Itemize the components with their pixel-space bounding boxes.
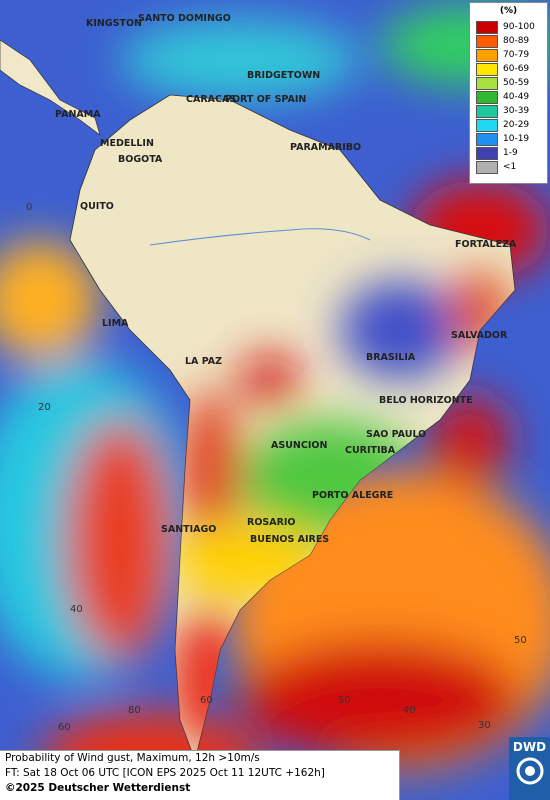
grid-label: 50 <box>514 635 527 646</box>
legend-swatch <box>476 34 498 48</box>
logo-dot <box>524 766 535 776</box>
city-label: BELO HORIZONTE <box>379 395 473 406</box>
legend-swatch <box>476 90 498 104</box>
city-label: SAO PAULO <box>366 429 426 440</box>
legend-item: 20-29 <box>476 118 547 132</box>
probability-field <box>0 5 550 800</box>
city-label: PORTO ALEGRE <box>312 490 393 501</box>
city-label: SANTO DOMINGO <box>138 13 231 24</box>
legend-swatch <box>476 132 498 146</box>
legend: (%) 90-100 80-89 70-79 60-69 50-59 40-49 30-39… <box>469 2 548 184</box>
logo-icon <box>516 757 543 785</box>
city-label: SALVADOR <box>451 330 508 341</box>
city-label: CARACAS <box>186 94 236 105</box>
grid-label: 60 <box>58 722 71 733</box>
legend-item: 40-49 <box>476 90 547 104</box>
legend-item: 30-39 <box>476 104 547 118</box>
grid-label: 20 <box>38 402 51 413</box>
legend-item: 70-79 <box>476 48 547 62</box>
city-label: FORTALEZA <box>455 239 517 250</box>
legend-label: 60-69 <box>503 64 530 74</box>
legend-swatch <box>476 20 498 34</box>
city-label: BOGOTA <box>118 154 163 165</box>
grid-label: 0 <box>26 202 32 213</box>
legend-label: 20-29 <box>503 120 530 130</box>
city-label: BUENOS AIRES <box>250 534 329 545</box>
legend-item: <1 <box>476 160 547 174</box>
field <box>180 390 240 550</box>
field <box>240 355 300 405</box>
legend-item: 1-9 <box>476 146 547 160</box>
copyright: ©2025 Deutscher Wetterdienst <box>5 782 191 794</box>
legend-item: 80-89 <box>476 34 547 48</box>
city-label: PANAMA <box>55 109 101 120</box>
legend-label: 90-100 <box>503 22 535 32</box>
field <box>0 240 100 360</box>
city-label: QUITO <box>80 201 114 212</box>
legend-rows: 90-100 80-89 70-79 60-69 50-59 40-49 30-39 20-2… <box>470 20 547 174</box>
forecast-line: FT: Sat 18 Oct 06 UTC [ICON EPS 2025 Oct… <box>5 767 325 779</box>
legend-swatch <box>476 48 498 62</box>
city-label: MEDELLIN <box>100 138 154 149</box>
legend-swatch <box>476 62 498 76</box>
legend-item: 10-19 <box>476 132 547 146</box>
legend-swatch <box>476 160 498 174</box>
legend-label: 10-19 <box>503 134 530 144</box>
city-label: CURITIBA <box>345 445 396 456</box>
legend-swatch <box>476 146 498 160</box>
field <box>65 420 175 660</box>
city-label: LA PAZ <box>185 356 222 367</box>
legend-swatch <box>476 76 498 90</box>
legend-label: 30-39 <box>503 106 530 116</box>
legend-item: 90-100 <box>476 20 547 34</box>
legend-label: 40-49 <box>503 92 530 102</box>
field <box>240 640 520 760</box>
legend-label: <1 <box>503 162 517 172</box>
footer: Probability of Wind gust, Maximum, 12h >… <box>0 750 400 800</box>
city-label: LIMA <box>102 318 129 329</box>
city-label: PARAMARIBO <box>290 142 361 153</box>
grid-label: 80 <box>128 705 141 716</box>
logo-text: DWD <box>512 740 547 754</box>
central-america <box>0 39 101 136</box>
grid-label: 40 <box>70 604 83 615</box>
city-label: PORT OF SPAIN <box>225 94 306 105</box>
city-label: BRIDGETOWN <box>247 70 320 81</box>
legend-title: (%) <box>499 6 518 16</box>
grid-label: 30 <box>478 720 491 731</box>
product-line: Probability of Wind gust, Maximum, 12h >… <box>5 752 260 764</box>
city-label: ROSARIO <box>247 517 296 528</box>
grid-label: 60 <box>200 695 213 706</box>
legend-label: 80-89 <box>503 36 530 46</box>
field <box>340 280 460 380</box>
city-label: ASUNCION <box>271 440 327 451</box>
grid-label: 50 <box>338 695 351 706</box>
city-label: KINGSTON <box>86 18 142 29</box>
legend-label: 50-59 <box>503 78 530 88</box>
legend-item: 60-69 <box>476 62 547 76</box>
river <box>149 228 371 246</box>
legend-swatch <box>476 118 498 132</box>
legend-swatch <box>476 104 498 118</box>
logo-ring <box>516 757 543 785</box>
field <box>120 20 360 100</box>
legend-label: 1-9 <box>503 148 518 158</box>
legend-label: 70-79 <box>503 50 530 60</box>
dwd-logo: DWD <box>509 737 550 800</box>
grid-label: 40 <box>403 705 416 716</box>
field <box>430 395 510 485</box>
city-label: BRASILIA <box>366 352 416 363</box>
city-label: SANTIAGO <box>161 524 216 535</box>
legend-item: 50-59 <box>476 76 547 90</box>
